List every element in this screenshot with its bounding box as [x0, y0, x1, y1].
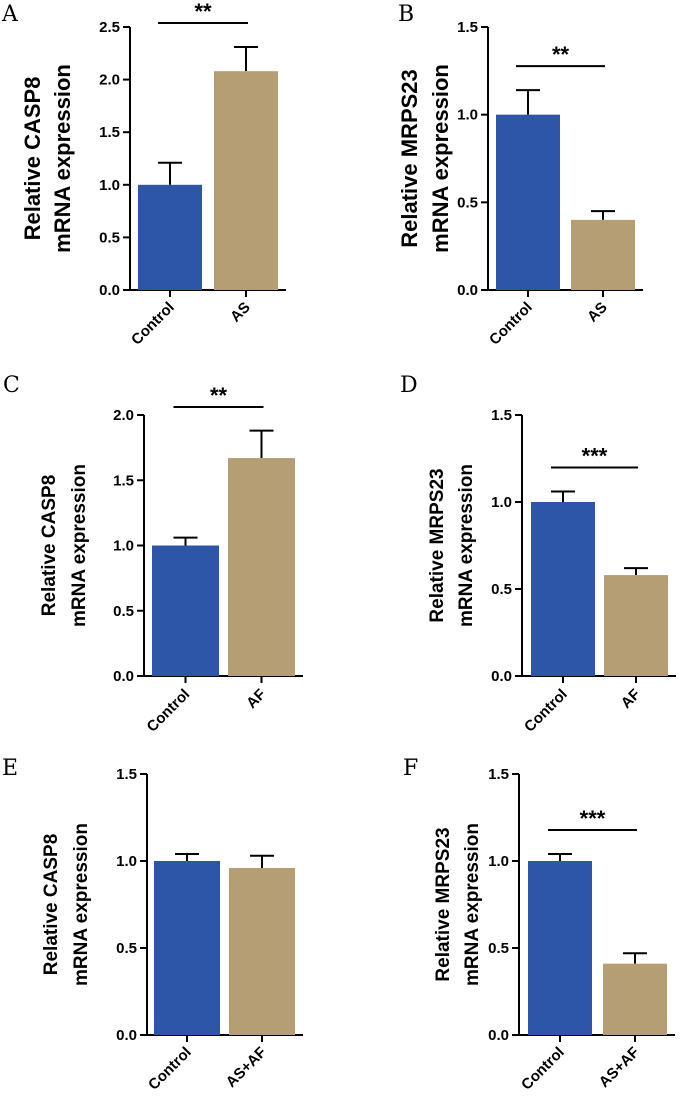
panel-c-ytick-label: 1.0 — [113, 538, 134, 555]
panel-d-ylabel-line2: mRNA expression — [456, 464, 477, 627]
panel-e-ylabel-line2: mRNA expression — [71, 823, 92, 986]
panel-a-ytick-label: 2.0 — [99, 72, 120, 89]
panel-a-bar-2 — [214, 71, 278, 291]
panel-a-category-2: AS — [227, 299, 254, 326]
panel-e-bar-1 — [154, 861, 220, 1035]
panel-d-bar-1 — [531, 502, 595, 676]
panel-a-ytick-label: 0.0 — [99, 282, 120, 299]
panel-a-significance-label: ** — [194, 0, 212, 24]
panel-e-bar-2 — [229, 867, 295, 1035]
panel-c-ylabel-line1: Relative CASP8 — [39, 475, 60, 617]
panel-e-ytick-label: 1.0 — [116, 853, 137, 870]
panel-e-category-1: Control — [145, 1044, 195, 1094]
panel-d-ytick-label: 1.0 — [491, 494, 512, 511]
panel-b-ylabel-line2: mRNA expression — [428, 64, 453, 253]
panel-a-ytick-label: 0.5 — [99, 229, 120, 246]
panel-f-ytick-label: 0.5 — [488, 940, 509, 957]
panel-f-ytick-label: 1.5 — [488, 766, 509, 783]
panel-c-ytick-label: 0.5 — [113, 603, 134, 620]
panel-a-bar-1 — [138, 184, 202, 290]
panel-b-bar-1 — [496, 114, 560, 291]
panel-e-category-2: AS+AF — [223, 1044, 270, 1091]
panel-c-ytick-label: 1.5 — [113, 472, 134, 489]
panel-c-ytick-label: 0.0 — [113, 668, 134, 685]
panel-d-category-2: AF — [618, 686, 644, 712]
panel-c-ytick-label: 2.0 — [113, 407, 134, 424]
panel-b-letter: B — [398, 2, 414, 27]
panel-d-bar-2 — [604, 575, 668, 676]
panel-f-category-1: Control — [518, 1044, 568, 1094]
panel-f-bar-1 — [528, 861, 592, 1035]
panel-f-significance-label: *** — [580, 806, 606, 831]
panel-b-ytick-label: 1.0 — [457, 107, 478, 124]
panel-e-ytick-label: 1.5 — [116, 766, 137, 783]
panel-a-category-1: Control — [128, 299, 178, 349]
panel-f-ylabel-line2: mRNA expression — [462, 823, 483, 986]
panel-c-bar-2 — [228, 458, 295, 676]
panel-e-ylabel-line1: Relative CASP8 — [41, 834, 62, 976]
panel-d-ytick-label: 0.5 — [491, 581, 512, 598]
panel-c-ylabel-line2: mRNA expression — [69, 464, 90, 627]
panel-f-ytick-label: 0.0 — [488, 1027, 509, 1044]
panel-a-ytick-label: 1.5 — [99, 124, 120, 141]
panel-d-category-1: Control — [521, 686, 571, 736]
panel-f-ytick-label: 1.0 — [488, 853, 509, 870]
panel-b-bar-2 — [571, 219, 635, 290]
panel-a-ylabel-line1: Relative CASP8 — [20, 77, 45, 241]
panel-d-significance-label: *** — [582, 444, 608, 469]
panel-b-ytick-label: 0.5 — [457, 194, 478, 211]
panel-b-significance-label: ** — [552, 42, 570, 67]
panel-c-bar-1 — [152, 545, 219, 676]
panel-b-category-1: Control — [486, 299, 536, 349]
panel-c-significance-label: ** — [210, 383, 228, 408]
panel-d-letter: D — [400, 373, 418, 398]
panel-a-ylabel-line2: mRNA expression — [50, 64, 75, 253]
panel-e-ytick-label: 0.0 — [116, 1027, 137, 1044]
panel-b-ytick-label: 1.5 — [457, 19, 478, 36]
panel-f-category-2: AS+AF — [596, 1044, 643, 1091]
panel-a-ytick-label: 1.0 — [99, 177, 120, 194]
panel-b-ylabel-line1: Relative MRPS23 — [397, 69, 422, 248]
panel-d-ylabel-line1: Relative MRPS23 — [427, 468, 448, 622]
panel-f-ylabel-line1: Relative MRPS23 — [433, 827, 454, 981]
panel-e-ytick-label: 0.5 — [116, 940, 137, 957]
panel-c-category-1: Control — [144, 686, 194, 736]
panel-d-ytick-label: 1.5 — [491, 407, 512, 424]
panel-c-category-2: AF — [243, 686, 269, 712]
panel-b-category-2: AS — [584, 299, 611, 326]
panel-a-letter: A — [1, 2, 19, 27]
panel-a-ytick-label: 2.5 — [99, 19, 120, 36]
panel-b-ytick-label: 0.0 — [457, 282, 478, 299]
panel-f-letter: F — [403, 756, 418, 781]
panel-c-letter: C — [3, 373, 20, 398]
panel-d-ytick-label: 0.0 — [491, 668, 512, 685]
panel-f-bar-2 — [603, 963, 667, 1035]
panel-e-letter: E — [2, 756, 18, 781]
